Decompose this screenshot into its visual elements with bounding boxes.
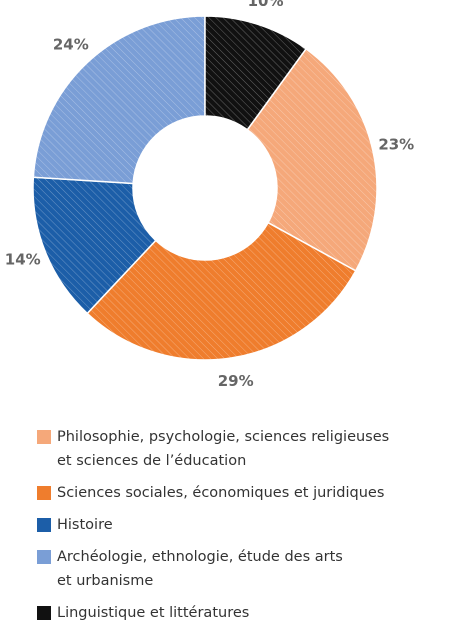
value-label: 10%: [248, 0, 284, 10]
slice-hatch: [87, 222, 356, 360]
legend-label: Philosophie, psychologie, sciences relig…: [57, 429, 390, 469]
slice-hatch: [247, 48, 377, 271]
legend-label: Histoire: [57, 517, 113, 533]
value-label: 29%: [218, 372, 254, 390]
legend: Philosophie, psychologie, sciences relig…: [37, 425, 447, 622]
legend-swatch: [37, 486, 51, 500]
legend-item: Philosophie, psychologie, sciences relig…: [37, 425, 447, 473]
legend-label: Linguistique et littératures: [57, 605, 250, 621]
value-label: 24%: [53, 36, 89, 54]
legend-item: Archéologie, ethnologie, étude des arts …: [37, 545, 447, 593]
legend-swatch: [37, 550, 51, 564]
legend-swatch: [37, 606, 51, 620]
legend-swatch: [37, 518, 51, 532]
value-label: 23%: [378, 136, 414, 154]
legend-swatch: [37, 430, 51, 444]
legend-item: Histoire: [37, 513, 447, 537]
legend-label: Archéologie, ethnologie, étude des arts …: [57, 549, 343, 589]
legend-item: Linguistique et littératures: [37, 601, 447, 622]
value-label: 14%: [5, 251, 41, 269]
legend-label: Sciences sociales, économiques et juridi…: [57, 485, 385, 501]
slice-hatch: [205, 16, 307, 130]
slice-hatch: [33, 16, 205, 184]
slice-hatch: [32, 177, 156, 314]
chart: 23% 29% 14% 24% 10%: [5, 0, 414, 390]
legend-item: Sciences sociales, économiques et juridi…: [37, 481, 447, 505]
